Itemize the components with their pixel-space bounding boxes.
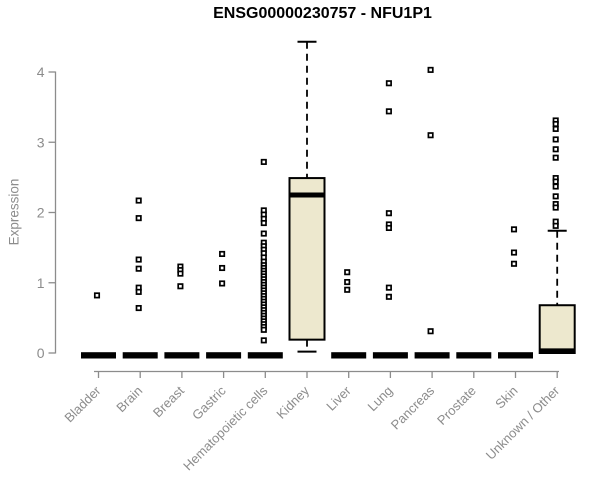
outlier-point bbox=[385, 224, 392, 232]
x-tick-label: Skin bbox=[492, 383, 520, 411]
outlier-point bbox=[552, 146, 559, 153]
outlier-point bbox=[385, 293, 392, 300]
x-tick-label: Lung bbox=[364, 383, 395, 414]
collapsed-box-median bbox=[122, 352, 158, 359]
x-tick-label: Kidney bbox=[273, 383, 312, 422]
box-iqr bbox=[288, 177, 326, 341]
outlier-point bbox=[135, 256, 142, 263]
x-tick-label: Bladder bbox=[61, 383, 104, 426]
outlier-point bbox=[552, 222, 559, 229]
outlier-point bbox=[344, 269, 351, 276]
outlier-point bbox=[177, 270, 184, 277]
chart-title: ENSG00000230757 - NFU1P1 bbox=[213, 5, 432, 22]
collapsed-box-median bbox=[81, 352, 116, 359]
y-tick-label: 2 bbox=[37, 205, 45, 221]
outlier-point bbox=[552, 154, 559, 161]
outlier-point bbox=[135, 288, 142, 295]
x-tick-label: Gastric bbox=[189, 383, 229, 423]
outlier-point bbox=[260, 230, 267, 237]
outlier-point bbox=[552, 183, 559, 190]
outlier-point bbox=[344, 286, 351, 293]
collapsed-box-median bbox=[331, 352, 367, 359]
outlier-point bbox=[552, 125, 559, 132]
outlier-point bbox=[135, 215, 142, 222]
outlier-point bbox=[427, 328, 434, 335]
collapsed-box-median bbox=[206, 352, 242, 359]
outlier-point bbox=[135, 265, 142, 272]
x-tick-label: Liver bbox=[323, 383, 354, 414]
outlier-point bbox=[93, 292, 101, 299]
outlier-point bbox=[552, 193, 559, 200]
outlier-point bbox=[135, 304, 142, 312]
outlier-point bbox=[344, 278, 351, 286]
collapsed-box-median bbox=[372, 352, 408, 359]
outlier-point bbox=[385, 210, 392, 217]
collapsed-box-median bbox=[414, 352, 450, 359]
outlier-point bbox=[427, 132, 434, 139]
outlier-point bbox=[510, 249, 518, 256]
outlier-point bbox=[135, 197, 142, 204]
outlier-point bbox=[260, 158, 267, 165]
outlier-point bbox=[219, 264, 226, 272]
outlier-point bbox=[385, 108, 392, 115]
collapsed-box-median bbox=[164, 352, 200, 359]
collapsed-box-median bbox=[247, 352, 283, 359]
collapsed-box-median bbox=[456, 352, 492, 359]
outlier-point bbox=[260, 326, 267, 333]
outlier-point bbox=[260, 337, 267, 344]
x-tick-label: Unknown / Other bbox=[483, 383, 563, 463]
outlier-point bbox=[552, 136, 559, 143]
y-tick-label: 4 bbox=[37, 64, 45, 80]
outlier-point bbox=[219, 250, 226, 257]
outlier-point bbox=[552, 120, 559, 128]
outlier-point bbox=[385, 284, 392, 291]
y-tick-label: 1 bbox=[37, 275, 45, 291]
y-tick-label: 3 bbox=[37, 134, 45, 150]
outlier-point bbox=[427, 66, 434, 73]
x-tick-label: Pancreas bbox=[388, 383, 438, 433]
outlier-point bbox=[552, 204, 559, 211]
outlier-point bbox=[510, 226, 518, 233]
outlier-point bbox=[260, 219, 267, 227]
collapsed-box-median bbox=[498, 352, 533, 359]
y-tick-label: 0 bbox=[37, 345, 45, 361]
outlier-point bbox=[177, 283, 184, 290]
x-tick-label: Brain bbox=[113, 383, 145, 415]
box-iqr bbox=[538, 304, 576, 355]
outlier-point bbox=[219, 280, 226, 287]
x-tick-label: Breast bbox=[150, 383, 187, 420]
x-tick-label: Prostate bbox=[434, 383, 479, 428]
outlier-point bbox=[385, 80, 392, 87]
outlier-point bbox=[510, 260, 518, 267]
outlier-point bbox=[552, 178, 559, 185]
